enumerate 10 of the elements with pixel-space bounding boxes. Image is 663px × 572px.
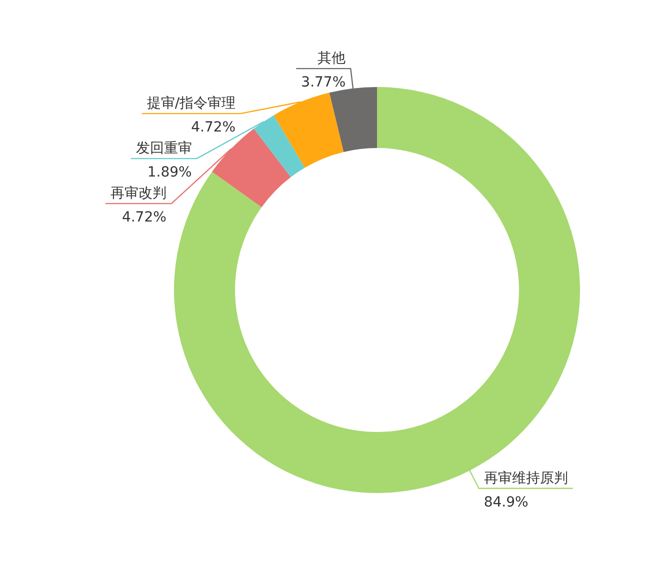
data-label: 1.89% — [147, 164, 192, 181]
slice-label: 再审维持原判 — [484, 470, 568, 486]
slice-label: 再审改判 — [110, 186, 166, 202]
data-label: 3.77% — [301, 74, 346, 91]
data-label: 84.9% — [484, 494, 528, 510]
data-label: 4.72% — [191, 120, 236, 136]
slice-label: 提审/指令审理 — [146, 96, 236, 112]
data-label: 4.72% — [122, 210, 166, 226]
slice-label: 其他 — [318, 50, 346, 67]
slice-label: 发回重审 — [136, 140, 192, 157]
